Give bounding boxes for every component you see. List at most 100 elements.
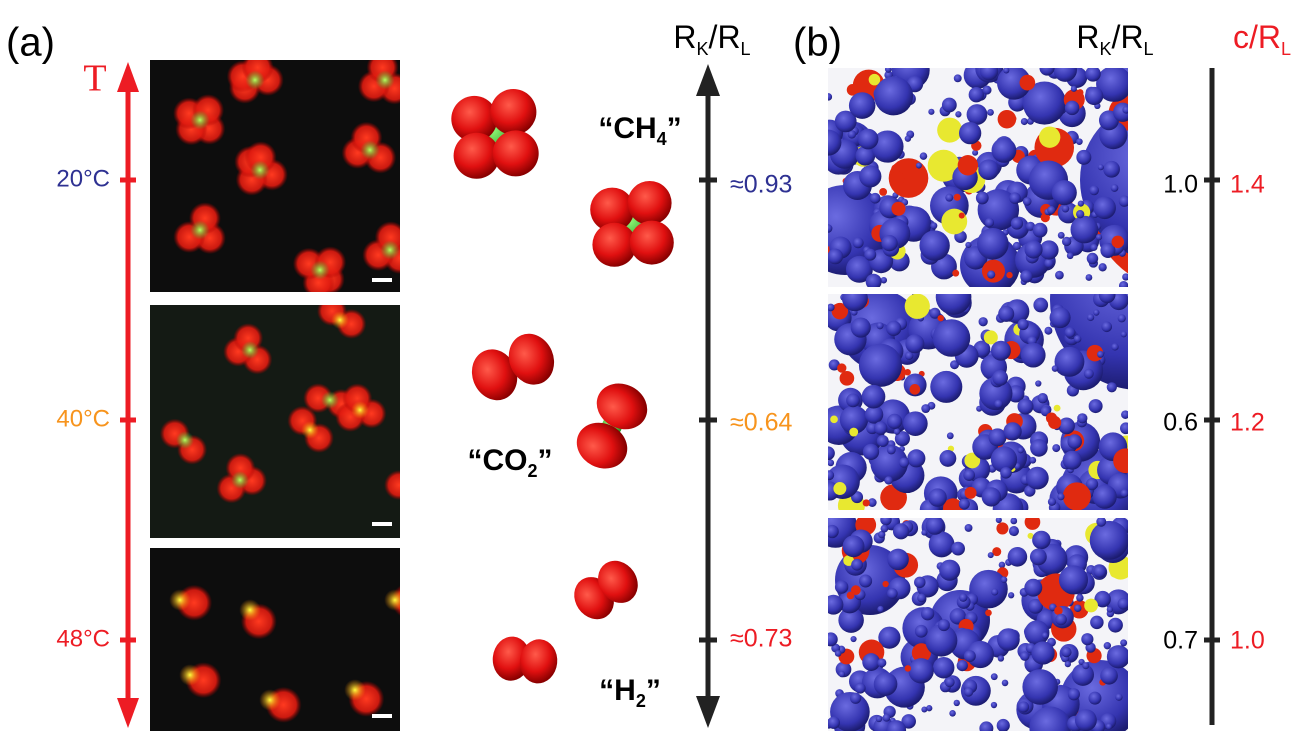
sphere	[930, 371, 962, 403]
sphere	[824, 224, 833, 233]
subscript: 2	[636, 691, 646, 711]
sphere	[951, 542, 965, 556]
sphere	[1118, 314, 1126, 322]
sphere	[963, 469, 975, 481]
particle	[384, 470, 414, 500]
sphere	[1024, 240, 1042, 258]
text: c/R	[1233, 19, 1281, 55]
sphere	[877, 435, 889, 447]
sphere	[991, 588, 998, 595]
sphere	[1090, 616, 1103, 629]
sphere	[919, 230, 949, 260]
sphere	[1030, 548, 1047, 565]
text: R	[1076, 19, 1099, 55]
tick-label: ≈0.64	[730, 409, 792, 437]
sphere	[952, 270, 959, 277]
sphere	[1113, 448, 1138, 473]
sphere	[1110, 569, 1119, 578]
sphere	[994, 400, 1003, 409]
sphere	[964, 687, 973, 696]
particle-core	[384, 589, 406, 611]
sphere	[869, 74, 881, 86]
sphere	[1076, 594, 1083, 601]
sphere	[959, 499, 970, 510]
sphere	[847, 592, 855, 600]
sphere	[815, 130, 841, 156]
sphere	[1071, 216, 1099, 244]
sphere	[884, 476, 892, 484]
sphere	[921, 530, 927, 536]
sphere	[1077, 413, 1087, 423]
sphere	[1065, 101, 1079, 115]
sphere	[978, 159, 999, 180]
sphere	[1120, 422, 1132, 434]
sphere	[1098, 263, 1106, 271]
particle-core	[344, 679, 366, 701]
sphere	[1038, 393, 1048, 403]
sphere	[1071, 86, 1077, 92]
sphere	[833, 482, 846, 495]
sphere	[824, 470, 834, 480]
sphere	[992, 370, 1008, 386]
particle-core	[245, 70, 264, 89]
sphere	[1090, 521, 1129, 560]
sphere	[823, 595, 843, 615]
sphere	[846, 393, 860, 407]
sphere	[1053, 58, 1076, 81]
sphere	[862, 385, 886, 409]
tick-label: ≈0.73	[730, 625, 792, 653]
sphere	[1075, 709, 1097, 731]
sphere	[954, 194, 961, 201]
sphere	[1103, 161, 1120, 178]
sphere	[887, 588, 898, 599]
sphere	[965, 242, 971, 248]
sphere	[987, 109, 994, 116]
arrow-head	[117, 62, 139, 92]
sphere	[843, 535, 865, 557]
sphere	[1018, 447, 1024, 453]
sphere	[830, 416, 838, 424]
sphere	[1020, 75, 1036, 91]
sphere	[1085, 87, 1103, 105]
sphere	[870, 193, 881, 204]
sphere	[1107, 382, 1117, 392]
sphere	[1055, 347, 1085, 377]
sphere	[958, 155, 978, 175]
sphere	[1084, 369, 1094, 379]
sphere	[1020, 270, 1033, 283]
sphere	[928, 488, 946, 506]
sphere	[1101, 321, 1112, 332]
arrow-head	[117, 698, 139, 728]
sphere	[1052, 180, 1077, 205]
particle-core	[190, 110, 209, 129]
sphere	[1067, 252, 1074, 259]
panel-label: (a)	[6, 21, 55, 65]
particle-core	[190, 220, 209, 239]
sphere	[1062, 237, 1071, 246]
sphere	[840, 371, 855, 386]
sphere	[942, 98, 957, 113]
sphere	[1078, 201, 1084, 207]
sphere	[1093, 485, 1117, 509]
particle-core	[321, 391, 339, 409]
sphere	[839, 671, 845, 677]
sphere	[933, 657, 955, 679]
sphere	[859, 574, 872, 587]
sphere	[876, 322, 883, 329]
sphere	[862, 653, 880, 671]
sphere	[827, 459, 834, 466]
sphere	[955, 111, 961, 117]
sphere	[1111, 184, 1119, 192]
sphere	[1003, 67, 1009, 73]
sphere	[890, 172, 904, 186]
sphere	[1107, 606, 1113, 612]
sphere	[835, 650, 842, 657]
sphere	[866, 274, 882, 290]
molecule-lobe	[490, 89, 536, 135]
particle-core	[169, 589, 191, 611]
sphere	[1068, 688, 1080, 700]
sphere	[920, 152, 928, 160]
sphere	[1032, 531, 1050, 549]
tick-label: 1.0	[1163, 171, 1198, 199]
particle-core	[179, 664, 201, 686]
